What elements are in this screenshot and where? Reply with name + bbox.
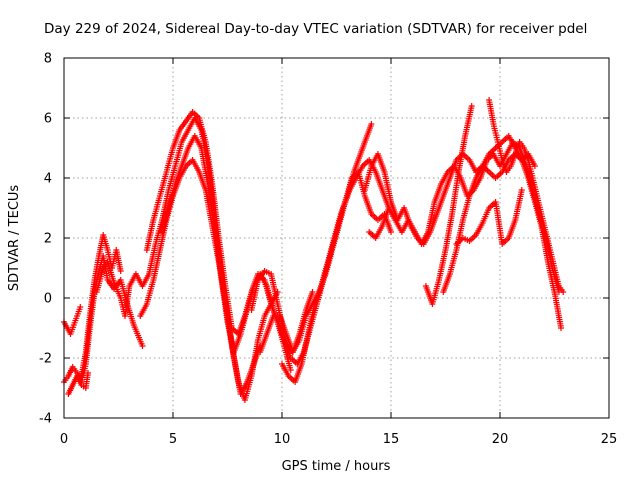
x-tick-label: 20 xyxy=(492,432,509,447)
series-track-9 xyxy=(248,157,399,367)
series-markers xyxy=(65,370,91,397)
series-track-16 xyxy=(486,97,567,295)
y-tick-label: 8 xyxy=(44,52,52,67)
chart-title: Day 229 of 2024, Sidereal Day-to-day VTE… xyxy=(44,21,587,37)
series-track-8 xyxy=(159,133,316,355)
series-track-11 xyxy=(279,121,375,385)
x-axis-label: GPS time / hours xyxy=(282,459,391,474)
y-tick-label: 4 xyxy=(44,172,52,187)
series-track-4 xyxy=(78,232,124,379)
series-track-14 xyxy=(422,103,475,307)
y-tick-label: 6 xyxy=(44,112,52,127)
x-tick-label: 25 xyxy=(601,432,618,447)
x-tick-label: 5 xyxy=(169,432,177,447)
series-markers xyxy=(159,133,316,355)
series-markers xyxy=(486,97,567,295)
y-tick-label: 2 xyxy=(44,232,52,247)
series-markers xyxy=(248,157,399,367)
series-markers xyxy=(279,121,375,385)
x-tick-labels: 0 5 10 15 20 25 xyxy=(60,432,617,447)
y-tick-label: 0 xyxy=(44,292,52,307)
series-track-17 xyxy=(453,187,525,247)
series-markers xyxy=(422,103,475,307)
y-axis-label: SDTVAR / TECUs xyxy=(7,185,22,292)
series-markers xyxy=(366,139,562,295)
series-markers xyxy=(453,187,525,247)
y-tick-labels: -4 -2 0 2 4 6 8 xyxy=(39,52,52,427)
y-tick-label: -2 xyxy=(39,352,52,367)
x-tick-label: 10 xyxy=(274,432,291,447)
series-markers xyxy=(78,232,124,379)
series-track-3 xyxy=(65,370,91,397)
data-marks xyxy=(61,97,567,403)
x-tick-label: 0 xyxy=(60,432,68,447)
y-tick-label: -4 xyxy=(39,412,52,427)
series-track-13 xyxy=(366,139,562,295)
x-tick-label: 15 xyxy=(383,432,400,447)
axis-ticks xyxy=(63,57,610,419)
